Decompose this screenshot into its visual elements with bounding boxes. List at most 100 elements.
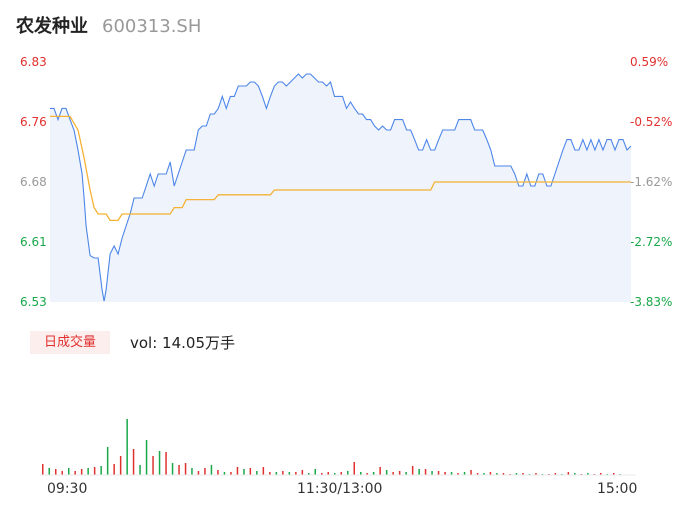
price-tick-4: 6.61 [20,235,47,249]
price-tick-1: 6.83 [20,55,47,69]
volume-bar [243,469,245,475]
time-tick-midday: 11:30/13:00 [297,481,383,497]
volume-bar [385,470,388,475]
volume-bar [424,469,427,475]
volume-bar [321,473,323,475]
volume-bar [210,465,213,475]
pct-tick-1: 0.59% [630,55,669,69]
volume-bar [470,470,472,475]
stock-name: 农发种业 [16,16,88,37]
volume-bar [392,472,394,475]
volume-bar [48,468,50,475]
volume-bar [106,447,109,475]
pct-tick-4: -2.72% [630,235,673,249]
volume-bar [515,473,518,475]
volume-bar [191,468,193,475]
volume-bar [184,463,187,475]
volume-bar [269,472,271,475]
volume-bar [431,471,433,475]
price-line [50,73,632,302]
volume-bar [463,472,466,475]
volume-summary: vol: 14.05万手 [130,334,235,352]
volume-bar [217,470,219,475]
volume-bar [139,465,141,475]
price-tick-5: 6.53 [20,295,47,309]
volume-bar [295,472,297,475]
volume-bar [236,467,239,475]
volume-bar [42,464,44,475]
volume-bar [366,473,368,475]
volume-bar [100,466,102,475]
volume-bar [450,472,453,475]
volume-bar [249,468,252,475]
volume-bar [132,449,135,475]
stock-header: 农发种业 600313.SH [16,12,201,40]
volume-bar [158,451,161,475]
price-area-fill [50,74,631,302]
pct-tick-3: -1.62% [630,175,673,189]
volume-bar [483,473,485,475]
volume-bar [587,473,589,475]
volume-bar [340,472,342,475]
volume-bar [80,469,83,475]
volume-bar [87,468,89,475]
volume-bar [600,473,602,475]
volume-bar [288,472,291,475]
volume-bar [360,472,362,475]
stock-code: 600313.SH [102,16,202,37]
volume-bar [437,471,440,475]
price-tick-2: 6.76 [20,115,47,129]
time-tick-open: 09:30 [47,481,88,497]
volume-bar [61,471,63,475]
volume-bar [68,468,70,475]
volume-bar [444,472,446,475]
volume-bar [535,473,537,475]
volume-bar [308,473,310,475]
volume-bar [489,472,492,475]
pct-tick-2: -0.52% [630,115,673,129]
average-price-line [50,115,631,222]
volume-bar [55,469,57,475]
volume-bar [327,472,329,475]
volume-bar [457,473,459,475]
volume-bar [197,471,200,475]
volume-bar [347,471,349,475]
volume-bar [574,473,576,475]
volume-bar [74,471,76,475]
volume-tag: 日成交量 [30,331,110,354]
volume-bar [301,470,304,475]
volume-bar [152,456,154,475]
volume-bar [93,467,96,475]
time-tick-close: 15:00 [597,481,638,497]
volume-bar [398,471,401,475]
volume-bar [353,462,355,475]
volume-bar [567,472,570,475]
volume-bar [411,466,414,475]
volume-bar [379,467,381,475]
volume-bar [119,456,122,475]
volume-bar [113,464,115,475]
price-tick-3: 6.68 [20,175,47,189]
volume-bar [554,473,557,475]
volume-bar [171,463,174,475]
volume-bar [230,472,232,475]
volume-bar [165,452,167,475]
volume-bar [334,473,336,475]
volume-bar [613,473,615,475]
pct-tick-5: -3.83% [630,295,673,309]
volume-bar [262,467,265,475]
volume-bar [405,472,407,475]
volume-bar [418,469,420,475]
volume-bar [476,473,479,475]
volume-bar [496,473,498,475]
volume-bar [256,471,258,475]
volume-bar [372,472,375,475]
volume-bar [502,473,505,475]
volume-bar [282,471,284,475]
volume-bar [204,468,206,475]
volume-bar [314,469,316,475]
volume-bar [145,440,148,475]
volume-bar [126,419,128,475]
volume-bar [522,473,524,475]
